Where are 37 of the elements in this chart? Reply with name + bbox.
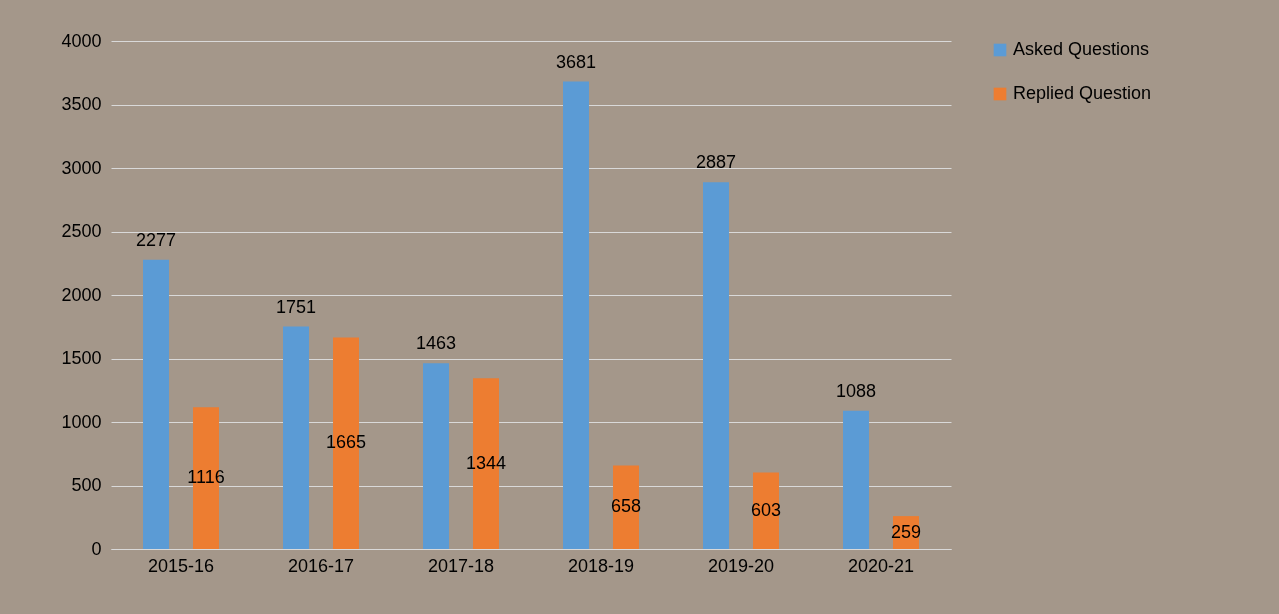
y-tick-label: 500 <box>71 475 102 495</box>
data-label: 2277 <box>135 229 177 250</box>
legend-label: Replied Question <box>1013 83 1152 103</box>
data-label: 1463 <box>415 333 457 354</box>
x-tick-label: 2018-19 <box>567 555 635 576</box>
bar <box>563 81 589 549</box>
data-label: 1088 <box>835 380 877 401</box>
y-tick-label: 1000 <box>61 411 102 432</box>
bar <box>753 472 779 549</box>
bar <box>703 182 729 549</box>
data-label: 3681 <box>555 51 597 72</box>
x-tick-label: 2020-21 <box>847 555 915 576</box>
bar <box>843 410 869 549</box>
data-label: 1116 <box>187 467 225 488</box>
data-label: 1751 <box>275 296 317 317</box>
y-tick-label: 3500 <box>61 94 102 114</box>
bar <box>613 465 639 549</box>
data-label: 1344 <box>465 452 507 473</box>
data-label: 1665 <box>325 432 367 453</box>
data-label: 259 <box>890 521 922 542</box>
y-tick-label: 2500 <box>61 221 102 241</box>
bar <box>283 326 309 549</box>
y-tick-label: 3000 <box>61 157 102 178</box>
y-tick-label: 2000 <box>61 284 102 305</box>
bar <box>143 259 169 549</box>
y-tick-label: 0 <box>91 538 102 559</box>
data-label: 2887 <box>695 152 737 173</box>
bar <box>423 363 449 549</box>
y-tick-label: 4000 <box>61 30 102 51</box>
data-label: 658 <box>610 496 642 517</box>
x-tick-label: 2019-20 <box>707 555 775 576</box>
data-label: 603 <box>750 499 782 520</box>
x-tick-label: 2015-16 <box>147 555 215 576</box>
x-tick-label: 2017-18 <box>427 555 495 576</box>
y-tick-label: 1500 <box>61 348 102 368</box>
legend-label: Asked Questions <box>1013 39 1150 59</box>
x-tick-label: 2016-17 <box>287 555 355 576</box>
